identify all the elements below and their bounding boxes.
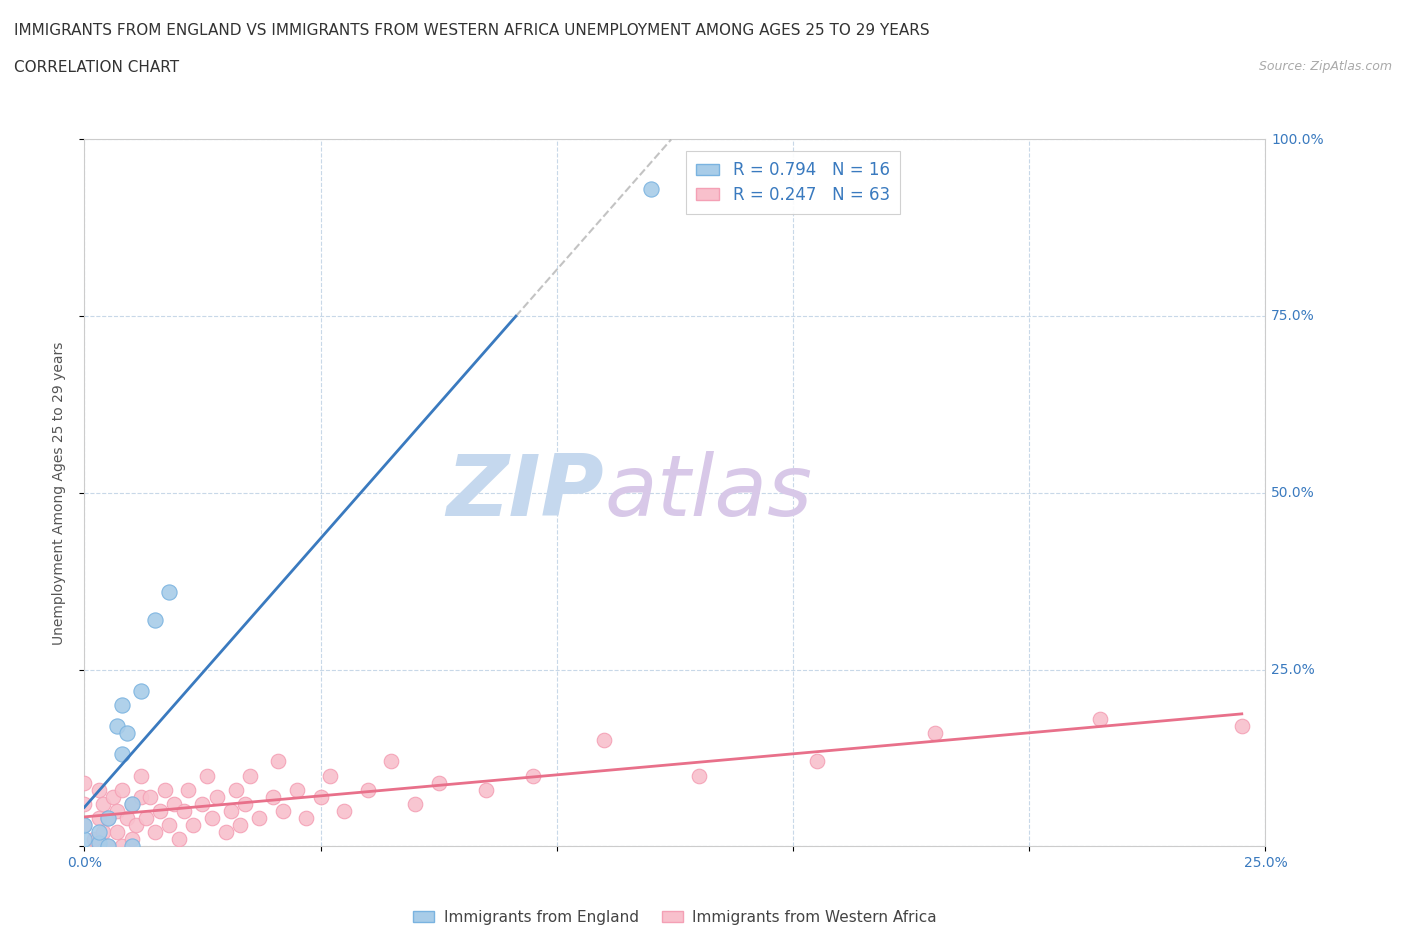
- Point: [219, 804, 242, 818]
- Point: [73, 817, 96, 832]
- Point: [97, 839, 120, 854]
- Point: [1230, 719, 1253, 734]
- Point: [640, 181, 662, 196]
- Point: [107, 825, 129, 840]
- Point: [143, 825, 166, 840]
- Point: [97, 811, 120, 826]
- Point: [125, 817, 148, 832]
- Point: [91, 825, 114, 840]
- Point: [181, 817, 204, 832]
- Legend: Immigrants from England, Immigrants from Western Africa: Immigrants from England, Immigrants from…: [406, 903, 943, 930]
- Point: [111, 698, 134, 712]
- Point: [205, 790, 228, 804]
- Point: [83, 831, 105, 846]
- Point: [129, 768, 152, 783]
- Point: [177, 782, 200, 797]
- Point: [111, 782, 134, 797]
- Point: [121, 796, 143, 811]
- Point: [163, 796, 186, 811]
- Text: 75.0%: 75.0%: [1271, 309, 1315, 324]
- Point: [129, 684, 152, 698]
- Point: [157, 584, 180, 599]
- Point: [115, 725, 138, 740]
- Y-axis label: Unemployment Among Ages 25 to 29 years: Unemployment Among Ages 25 to 29 years: [52, 341, 66, 644]
- Text: atlas: atlas: [605, 451, 813, 535]
- Text: 50.0%: 50.0%: [1271, 485, 1315, 500]
- Point: [73, 776, 96, 790]
- Point: [143, 613, 166, 628]
- Point: [73, 796, 96, 811]
- Point: [475, 782, 498, 797]
- Point: [267, 754, 290, 769]
- Point: [91, 796, 114, 811]
- Point: [97, 811, 120, 826]
- Point: [87, 811, 110, 826]
- Point: [309, 790, 332, 804]
- Text: Source: ZipAtlas.com: Source: ZipAtlas.com: [1258, 60, 1392, 73]
- Point: [522, 768, 544, 783]
- Point: [215, 825, 238, 840]
- Point: [262, 790, 284, 804]
- Point: [191, 796, 214, 811]
- Point: [239, 768, 262, 783]
- Point: [247, 811, 270, 826]
- Text: CORRELATION CHART: CORRELATION CHART: [14, 60, 179, 75]
- Point: [121, 831, 143, 846]
- Point: [87, 835, 110, 850]
- Point: [924, 725, 946, 740]
- Point: [167, 831, 190, 846]
- Point: [271, 804, 294, 818]
- Point: [427, 776, 450, 790]
- Point: [149, 804, 172, 818]
- Point: [97, 839, 120, 854]
- Point: [195, 768, 218, 783]
- Point: [135, 811, 157, 826]
- Point: [121, 839, 143, 854]
- Point: [107, 719, 129, 734]
- Point: [87, 825, 110, 840]
- Point: [319, 768, 342, 783]
- Point: [101, 790, 124, 804]
- Point: [121, 796, 143, 811]
- Text: 100.0%: 100.0%: [1271, 132, 1324, 147]
- Point: [688, 768, 710, 783]
- Point: [285, 782, 308, 797]
- Point: [380, 754, 402, 769]
- Text: 25.0%: 25.0%: [1271, 662, 1315, 677]
- Text: ZIP: ZIP: [446, 451, 605, 535]
- Point: [87, 782, 110, 797]
- Point: [173, 804, 195, 818]
- Point: [139, 790, 162, 804]
- Point: [225, 782, 247, 797]
- Point: [111, 747, 134, 762]
- Point: [1088, 711, 1111, 726]
- Text: IMMIGRANTS FROM ENGLAND VS IMMIGRANTS FROM WESTERN AFRICA UNEMPLOYMENT AMONG AGE: IMMIGRANTS FROM ENGLAND VS IMMIGRANTS FR…: [14, 23, 929, 38]
- Point: [333, 804, 356, 818]
- Point: [357, 782, 380, 797]
- Point: [404, 796, 426, 811]
- Point: [115, 811, 138, 826]
- Point: [73, 817, 96, 832]
- Point: [129, 790, 152, 804]
- Point: [111, 839, 134, 854]
- Point: [157, 817, 180, 832]
- Point: [107, 804, 129, 818]
- Point: [229, 817, 252, 832]
- Point: [806, 754, 828, 769]
- Point: [201, 811, 224, 826]
- Point: [73, 831, 96, 846]
- Point: [593, 733, 616, 748]
- Point: [295, 811, 318, 826]
- Point: [153, 782, 176, 797]
- Point: [233, 796, 256, 811]
